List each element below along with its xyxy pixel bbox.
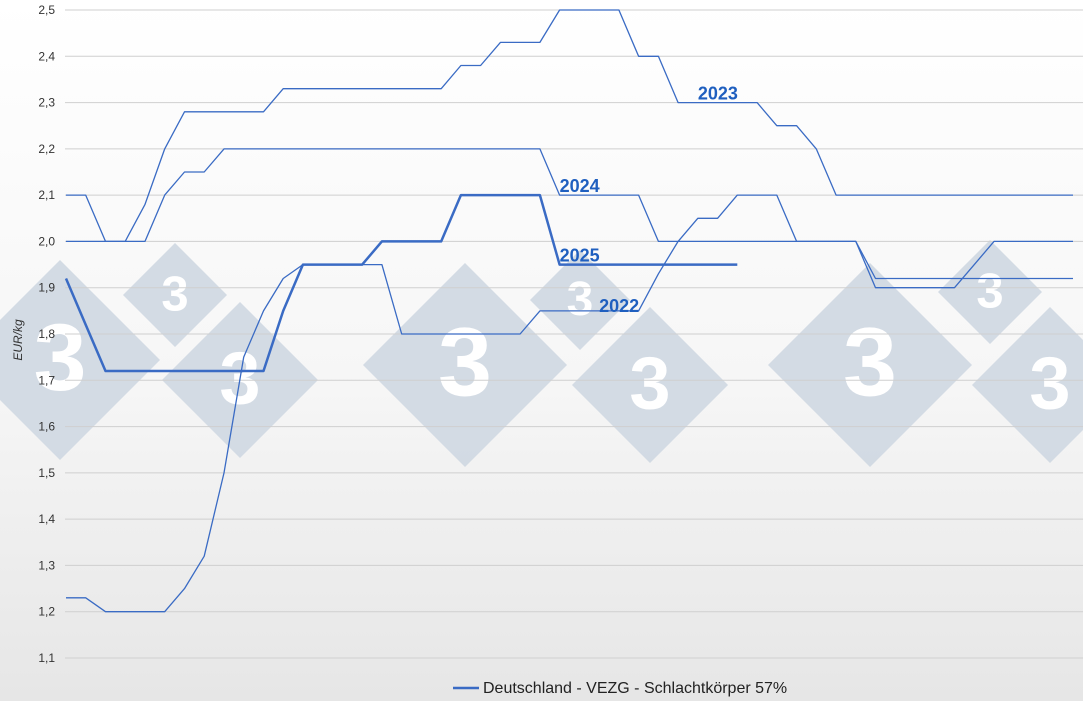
watermark-diamond	[530, 250, 630, 350]
y-tick-labels: 1,1 1,2 1,3 1,4 1,5 1,6 1,7 1,8 1,9 2,0 2,1 2,2 2,3 2…	[38, 3, 55, 665]
legend: Deutschland - VEZG - Schlachtkörper 57%	[453, 680, 787, 697]
y-tick-label: 2,5	[38, 3, 55, 17]
annotation-layer: 2023 2024 2025 2022	[560, 83, 738, 316]
series-annotation-2024: 2024	[560, 176, 600, 196]
y-tick-label: 1,5	[38, 466, 55, 480]
watermark-diamond	[572, 307, 728, 463]
series-line-2023	[66, 9, 1073, 243]
watermark-diamond	[972, 307, 1083, 463]
y-tick-label: 1,6	[38, 420, 55, 434]
y-tick-label: 2,0	[38, 234, 55, 248]
y-tick-label: 1,8	[38, 327, 55, 341]
watermark-diamond	[768, 263, 972, 467]
y-tick-label: 2,1	[38, 188, 55, 202]
legend-label: Deutschland - VEZG - Schlachtkörper 57%	[483, 680, 787, 697]
y-tick-label: 1,9	[38, 281, 55, 295]
series-annotation-2023: 2023	[698, 83, 738, 103]
watermark-glyph: 3	[1029, 341, 1070, 424]
y-tick-label: 1,1	[38, 651, 55, 665]
watermark-diamond	[363, 263, 567, 467]
series-annotation-2025: 2025	[560, 245, 600, 265]
y-tick-label: 2,3	[38, 96, 55, 110]
watermark-diamond	[938, 240, 1042, 344]
watermark-glyph: 3	[567, 273, 594, 326]
watermark-layer: 33 3 333 333	[0, 240, 1083, 467]
watermark-glyph: 3	[34, 305, 87, 411]
y-tick-label: 1,7	[38, 373, 55, 387]
y-tick-label: 2,2	[38, 142, 55, 156]
watermark-glyph: 3	[161, 268, 188, 322]
series-layer	[64, 9, 1073, 613]
watermark-diamond	[0, 260, 160, 460]
series-annotation-2022: 2022	[599, 296, 639, 316]
grid-layer	[65, 9, 1083, 659]
watermark-glyph: 3	[843, 308, 897, 417]
watermark-glyph: 3	[438, 308, 492, 417]
series-line-2024	[66, 148, 1073, 280]
y-tick-label: 1,2	[38, 605, 55, 619]
y-axis-label: EUR/kg	[11, 319, 25, 361]
y-tick-label: 1,4	[38, 512, 55, 526]
series-line-2022	[66, 194, 1073, 613]
watermark-glyph: 3	[976, 265, 1003, 319]
y-tick-label: 2,4	[38, 49, 55, 63]
watermark-glyph: 3	[629, 341, 670, 424]
series-line-2025	[64, 193, 738, 373]
y-tick-label: 1,3	[38, 558, 55, 572]
watermark-diamond	[123, 243, 227, 347]
